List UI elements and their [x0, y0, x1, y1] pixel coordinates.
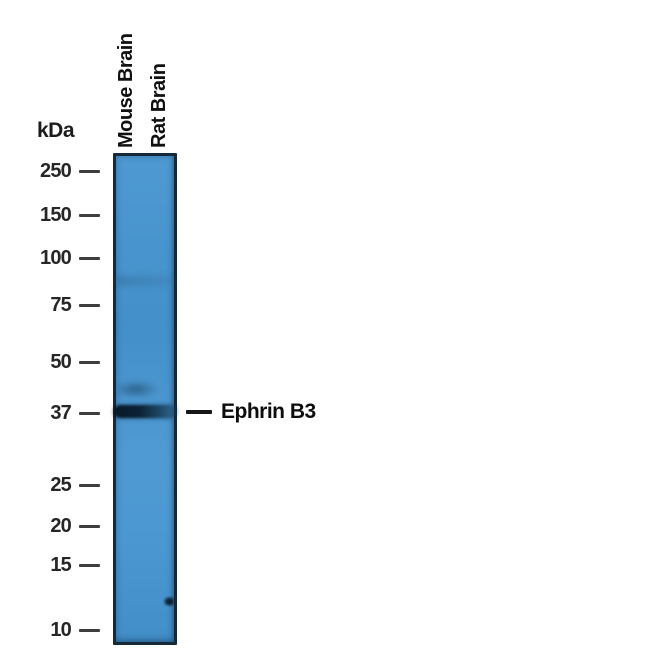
- ephrin-b3-band: [114, 405, 176, 418]
- kda-unit-label: kDa: [37, 119, 75, 142]
- blot-lane: [113, 153, 177, 645]
- minor-low-mw-spot: [163, 596, 174, 607]
- marker-tick-dash: [79, 169, 100, 173]
- marker-tick-dash: [79, 563, 100, 567]
- marker-label: 50: [50, 350, 71, 373]
- marker-row-50kda: 50: [22, 350, 100, 374]
- marker-row-20kda: 20: [22, 514, 100, 538]
- marker-row-100kda: 100: [22, 246, 100, 270]
- marker-tick-dash: [79, 256, 100, 260]
- marker-tick-dash: [79, 411, 100, 415]
- marker-label: 20: [50, 514, 71, 537]
- marker-label: 100: [40, 246, 72, 269]
- lane-label-mouse-brain: Mouse Brain: [115, 33, 137, 148]
- marker-row-15kda: 15: [22, 553, 100, 577]
- marker-label: 15: [50, 553, 71, 576]
- marker-row-150kda: 150: [22, 203, 100, 227]
- marker-tick-dash: [79, 483, 100, 487]
- marker-label: 150: [40, 203, 72, 226]
- marker-row-25kda: 25: [22, 473, 100, 497]
- marker-tick-dash: [79, 360, 100, 364]
- marker-tick-dash: [79, 524, 100, 528]
- marker-label: 37: [50, 401, 71, 424]
- marker-row-10kda: 10: [22, 618, 100, 642]
- band-label: Ephrin B3: [221, 400, 316, 423]
- marker-row-37kda: 37: [22, 401, 100, 425]
- lane-texture: [116, 156, 174, 642]
- band-pointer-dash: [186, 410, 212, 414]
- marker-tick-dash: [79, 628, 100, 632]
- marker-row-250kda: 250: [22, 159, 100, 183]
- faint-background-streak: [116, 276, 174, 286]
- marker-row-75kda: 75: [22, 293, 100, 317]
- lane-label-rat-brain: Rat Brain: [148, 63, 170, 148]
- marker-label: 25: [50, 473, 71, 496]
- marker-label: 250: [40, 159, 72, 182]
- marker-label: 10: [50, 618, 71, 641]
- marker-tick-dash: [79, 303, 100, 307]
- marker-label: 75: [50, 293, 71, 316]
- faint-smudge-above-band: [117, 380, 159, 397]
- marker-tick-dash: [79, 213, 100, 217]
